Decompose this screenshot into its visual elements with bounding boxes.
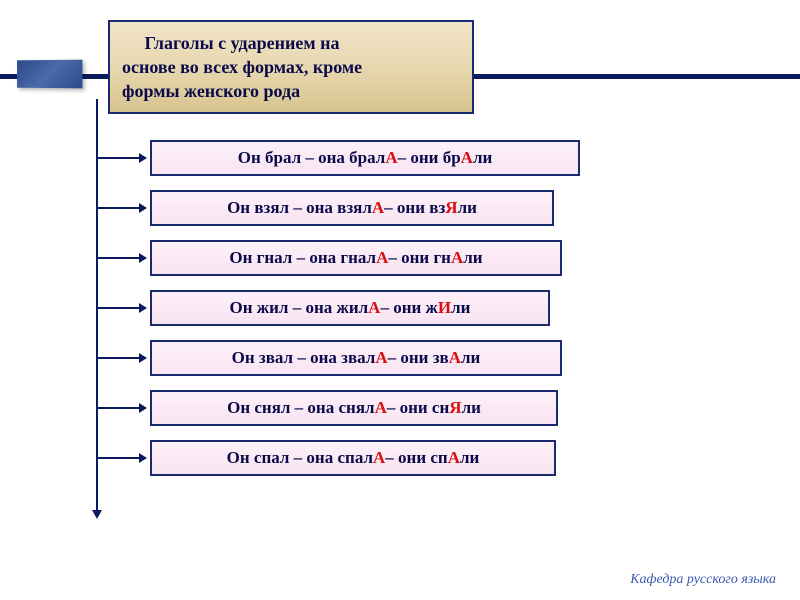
connector-arrow [96,407,140,409]
t: ли [451,298,470,318]
list-row: Он спал – она спалА – они спАли [96,440,556,476]
em: А [375,398,387,418]
connector-arrow [96,157,140,159]
verb-item: Он жил – она жилА – они жИли [150,290,550,326]
title-l3: формы женского рода [122,81,300,101]
verb-item: Он взял – она взялА – они взЯли [150,190,554,226]
connector-arrow [96,307,140,309]
em: А [368,298,380,318]
em: Я [445,198,457,218]
em: А [373,448,385,468]
connector-arrow [96,457,140,459]
t: ли [462,398,481,418]
accent-block [17,60,82,89]
t: ли [458,198,477,218]
list-row: Он снял – она снялА – они снЯли [96,390,558,426]
t: – они бр [398,148,461,168]
t: – они гн [388,248,451,268]
t: – они вз [384,198,445,218]
verb-item: Он звал – она звалА – они звАли [150,340,562,376]
footer-text: Кафедра русского языка [630,572,776,588]
t: Он жил – она жил [230,298,369,318]
connector-arrow [96,357,140,359]
t: Он взял – она взял [227,198,372,218]
list-row: Он взял – она взялА – они взЯли [96,190,554,226]
title-l1: Глаголы с ударением на [145,33,340,53]
title-l2: основе во всех формах, кроме [122,57,362,77]
em: Я [449,398,461,418]
em: А [376,248,388,268]
t: – они сн [387,398,449,418]
verb-item: Он гнал – она гналА – они гнАли [150,240,562,276]
verb-item: Он спал – она спалА – они спАли [150,440,556,476]
em: А [385,148,397,168]
t: ли [460,448,479,468]
em: А [461,148,473,168]
em: А [372,198,384,218]
em: А [375,348,387,368]
connector-arrow [96,257,140,259]
t: Он звал – она звал [232,348,376,368]
connector-arrow [96,207,140,209]
list-row: Он брал – она бралА – они брАли [96,140,580,176]
list-row: Он звал – она звалА – они звАли [96,340,562,376]
em: А [448,448,460,468]
t: Он спал – она спал [227,448,373,468]
t: ли [463,248,482,268]
t: Он брал – она брал [238,148,386,168]
em: А [449,348,461,368]
t: – они ж [380,298,437,318]
list-row: Он гнал – она гналА – они гнАли [96,240,562,276]
t: – они зв [388,348,449,368]
t: Он гнал – она гнал [229,248,376,268]
verb-item: Он снял – она снялА – они снЯли [150,390,558,426]
title-box: Глаголы с ударением на основе во всех фо… [108,20,474,114]
em: И [438,298,451,318]
t: ли [461,348,480,368]
list-row: Он жил – она жилА – они жИли [96,290,550,326]
t: ли [473,148,492,168]
t: Он снял – она снял [227,398,374,418]
em: А [451,248,463,268]
verb-item: Он брал – она бралА – они брАли [150,140,580,176]
title-text: Глаголы с ударением на основе во всех фо… [122,31,362,104]
t: – они сп [385,448,447,468]
